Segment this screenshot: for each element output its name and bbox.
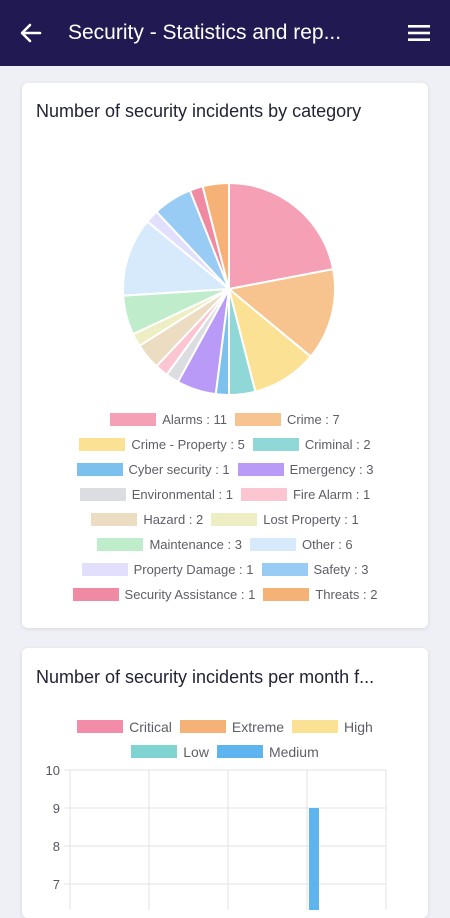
y-tick-label: 9 xyxy=(53,801,60,816)
app-bar: Security - Statistics and rep... xyxy=(0,0,450,66)
pie-chart-title: Number of security incidents by category xyxy=(36,101,362,121)
legend-label: Extreme xyxy=(231,718,285,735)
legend-item-alarms[interactable]: Alarms : 11 xyxy=(110,412,227,427)
y-tick-label: 7 xyxy=(53,877,60,892)
y-tick-label: 10 xyxy=(46,763,60,778)
legend-item-critical[interactable]: Critical xyxy=(77,719,172,735)
legend-label: Alarms : 11 xyxy=(162,412,228,427)
legend-item-maintenance[interactable]: Maintenance : 3 xyxy=(97,537,242,552)
legend-label: Maintenance : 3 xyxy=(149,537,242,552)
legend-swatch xyxy=(91,513,138,526)
legend-label: Safety : 3 xyxy=(313,562,369,577)
legend-label: Hazard : 2 xyxy=(143,512,204,527)
legend-swatch xyxy=(263,588,310,601)
legend-item-environmental[interactable]: Environmental : 1 xyxy=(79,487,233,502)
legend-label: Environmental : 1 xyxy=(131,487,233,502)
legend-row: Low Medium xyxy=(22,739,428,764)
legend-label: Threats : 2 xyxy=(315,587,378,602)
legend-item-emergency[interactable]: Emergency : 3 xyxy=(237,462,374,477)
legend-label: Property Damage : 1 xyxy=(133,562,254,577)
legend-swatch xyxy=(292,720,339,733)
legend-label: Fire Alarm : 1 xyxy=(292,487,371,502)
legend-label: Criminal : 2 xyxy=(304,437,371,452)
bar-chart-title: Number of security incidents per month f… xyxy=(36,667,375,687)
legend-label: High xyxy=(344,718,373,735)
legend-label: Low xyxy=(183,743,209,760)
legend-swatch xyxy=(235,413,282,426)
legend-item-threats[interactable]: Threats : 2 xyxy=(263,587,377,602)
legend-item-fire-alarm[interactable]: Fire Alarm : 1 xyxy=(240,487,371,502)
pie-chart xyxy=(122,183,336,397)
legend-item-criminal[interactable]: Criminal : 2 xyxy=(252,437,371,452)
back-button[interactable] xyxy=(0,0,62,66)
legend-row: Security Assistance : 1 Threats : 2 xyxy=(22,582,428,607)
legend-item-high[interactable]: High xyxy=(292,719,373,735)
legend-swatch xyxy=(97,538,144,551)
legend-label: Critical xyxy=(129,718,172,735)
legend-row: Environmental : 1 Fire Alarm : 1 xyxy=(22,482,428,507)
legend-label: Cyber security : 1 xyxy=(128,462,230,477)
legend-swatch xyxy=(131,745,178,758)
hamburger-menu-icon xyxy=(408,25,430,41)
legend-item-lost-property[interactable]: Lost Property : 1 xyxy=(211,512,359,527)
bar-legend: Critical Extreme High Low Medium xyxy=(22,714,428,764)
legend-swatch xyxy=(79,488,126,501)
legend-item-hazard[interactable]: Hazard : 2 xyxy=(91,512,203,527)
legend-item-cyber-security[interactable]: Cyber security : 1 xyxy=(76,462,230,477)
pie-chart-card: Number of security incidents by category… xyxy=(22,83,428,628)
legend-swatch xyxy=(211,513,258,526)
bar-medium[interactable] xyxy=(309,808,319,910)
legend-item-safety[interactable]: Safety : 3 xyxy=(261,562,369,577)
legend-row: Crime - Property : 5 Criminal : 2 xyxy=(22,432,428,457)
legend-row: Cyber security : 1 Emergency : 3 xyxy=(22,457,428,482)
legend-swatch xyxy=(216,745,263,758)
pie-legend: Alarms : 11 Crime : 7 Crime - Property : 5… xyxy=(22,407,428,607)
legend-label: Crime - Property : 5 xyxy=(131,437,245,452)
legend-swatch xyxy=(79,438,126,451)
legend-item-crime-property[interactable]: Crime - Property : 5 xyxy=(79,437,245,452)
legend-swatch xyxy=(72,588,119,601)
back-arrow-icon xyxy=(20,23,42,43)
legend-item-low[interactable]: Low xyxy=(131,744,209,760)
bar-chart-card: Number of security incidents per month f… xyxy=(22,648,428,918)
pie-slice-other[interactable] xyxy=(122,220,232,297)
legend-item-property-damage[interactable]: Property Damage : 1 xyxy=(81,562,254,577)
pie-slice-crime[interactable] xyxy=(226,267,336,358)
legend-swatch xyxy=(110,413,157,426)
legend-swatch xyxy=(252,438,299,451)
y-tick-label: 8 xyxy=(53,839,60,854)
legend-item-other[interactable]: Other : 6 xyxy=(249,537,353,552)
legend-item-crime[interactable]: Crime : 7 xyxy=(235,412,340,427)
legend-row: Hazard : 2 Lost Property : 1 xyxy=(22,507,428,532)
legend-swatch xyxy=(237,463,284,476)
legend-row: Maintenance : 3 Other : 6 xyxy=(22,532,428,557)
legend-item-security-assistance[interactable]: Security Assistance : 1 xyxy=(72,587,256,602)
legend-swatch xyxy=(77,720,124,733)
menu-button[interactable] xyxy=(388,0,450,66)
legend-swatch xyxy=(76,463,123,476)
legend-row: Property Damage : 1 Safety : 3 xyxy=(22,557,428,582)
legend-label: Other : 6 xyxy=(301,537,353,552)
bar-chart: 10 9 8 7 xyxy=(46,763,387,910)
legend-item-extreme[interactable]: Extreme xyxy=(179,718,285,735)
legend-swatch xyxy=(81,563,128,576)
legend-label: Medium xyxy=(268,743,319,760)
legend-swatch xyxy=(240,488,287,501)
legend-label: Security Assistance : 1 xyxy=(124,587,256,602)
legend-swatch xyxy=(261,563,308,576)
legend-row: Critical Extreme High xyxy=(22,714,428,739)
legend-row: Alarms : 11 Crime : 7 xyxy=(22,407,428,432)
pie-slice-threats[interactable] xyxy=(201,183,230,290)
legend-swatch xyxy=(249,538,296,551)
legend-label: Crime : 7 xyxy=(287,412,340,427)
legend-label: Emergency : 3 xyxy=(289,462,374,477)
page-title: Security - Statistics and rep... xyxy=(68,21,342,44)
legend-label: Lost Property : 1 xyxy=(263,512,359,527)
legend-swatch xyxy=(179,720,226,733)
pie-slice-alarms[interactable] xyxy=(228,183,335,291)
legend-item-medium[interactable]: Medium xyxy=(216,743,319,760)
